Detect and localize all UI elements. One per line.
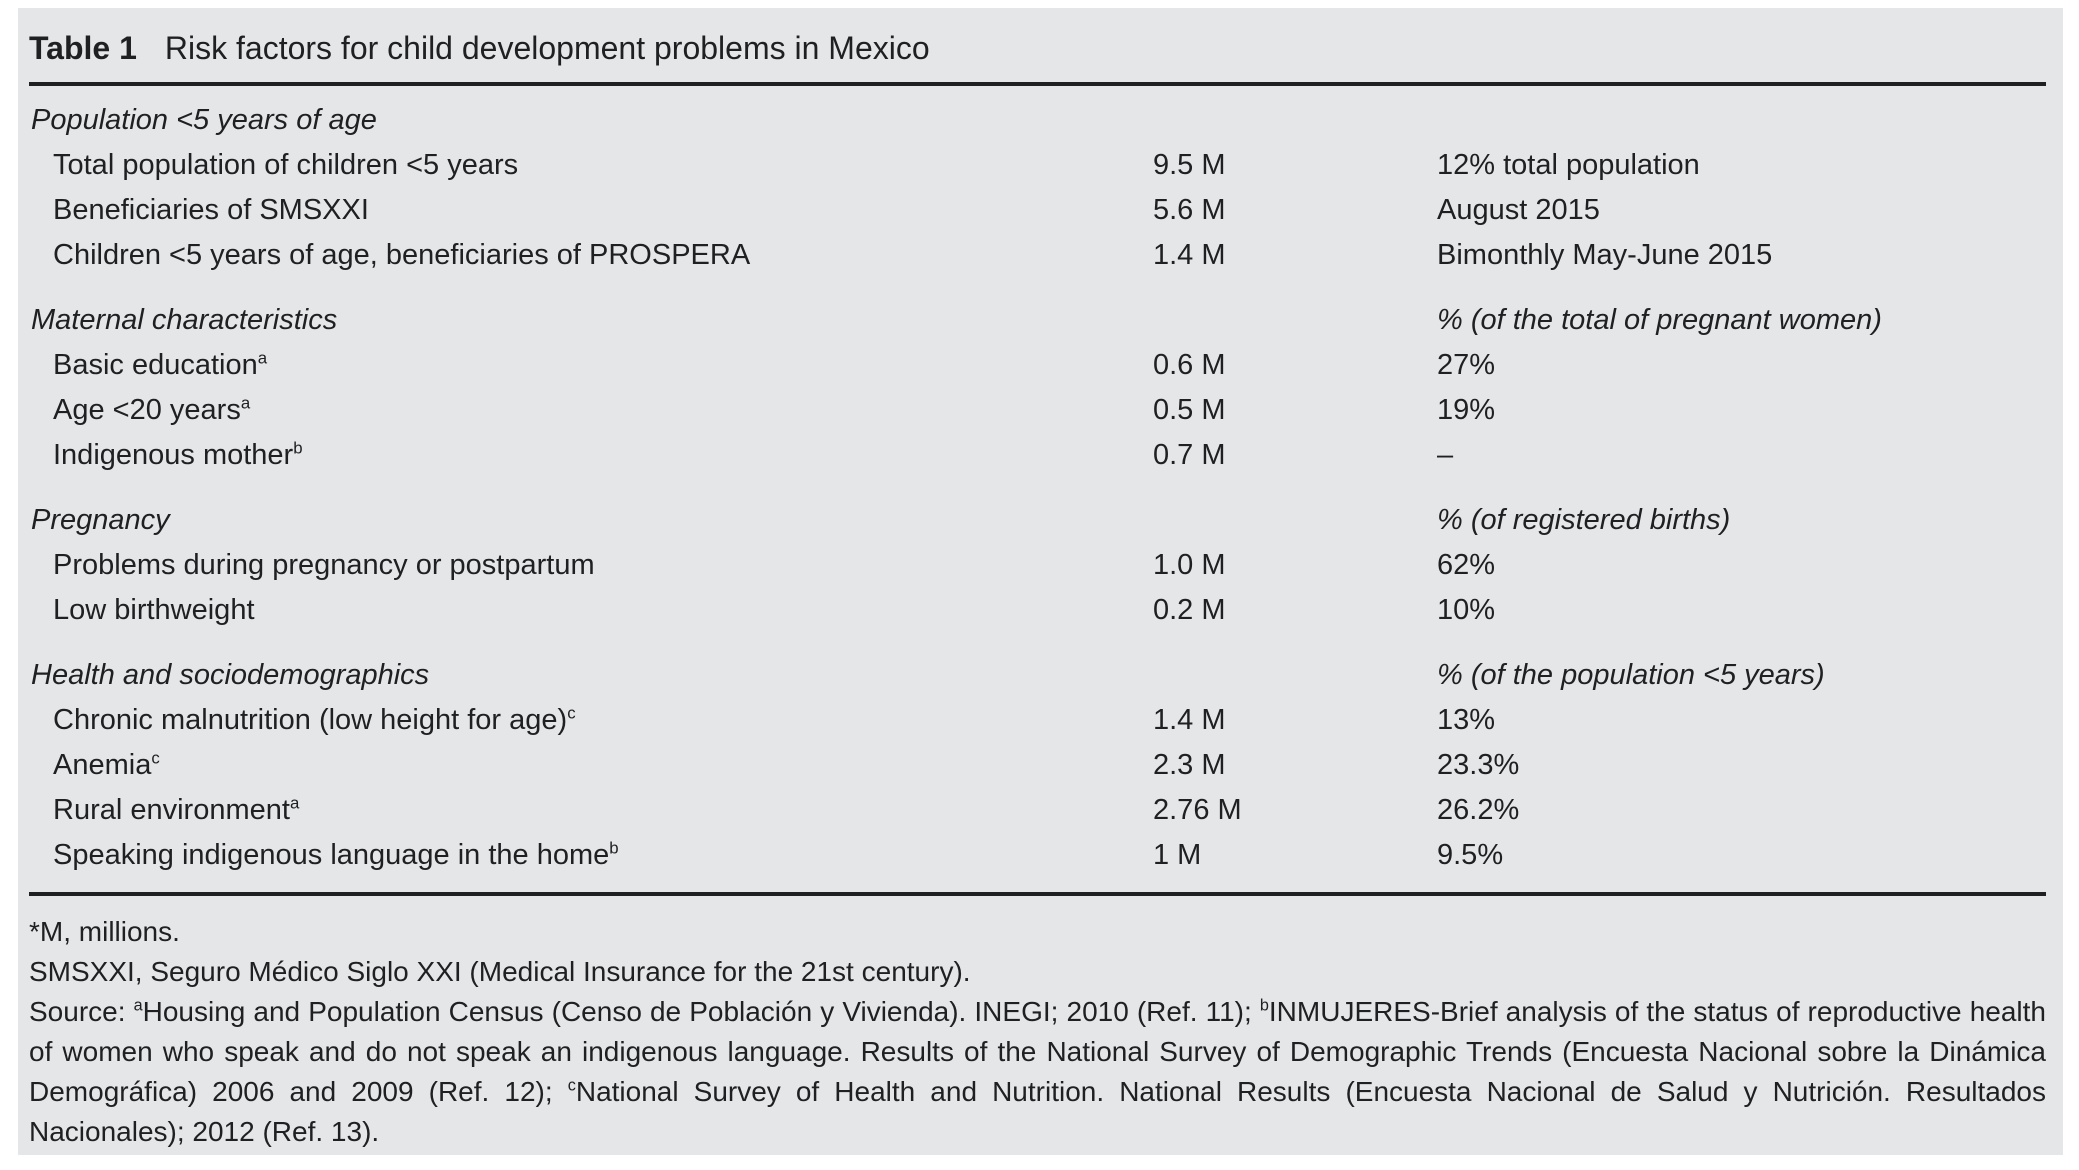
table-row: Total population of children <5 years 9.5… [29, 143, 2046, 188]
table-title: Risk factors for child development probl… [164, 30, 930, 66]
footnote-marker: c [567, 1076, 576, 1095]
row-detail: 27% [1437, 349, 1496, 381]
section-header-note: % (of the population <5 years) [1437, 659, 1825, 691]
section-header-row: Health and sociodemographics % (of the po… [29, 653, 2046, 698]
section-header-row: Maternal characteristics % (of the total … [29, 298, 2046, 343]
table-row: Children <5 years of age, beneficiaries … [29, 233, 2046, 278]
row-label: Speaking indigenous language in the home… [53, 838, 619, 871]
table-row: Rural environmenta 2.76 M 26.2% [29, 788, 2046, 833]
section-header-row: Pregnancy % (of registered births) [29, 498, 2046, 543]
row-detail: 62% [1437, 549, 1496, 581]
table-body: Population <5 years of age Total populati… [29, 98, 2046, 878]
footnotes: *M, millions. SMSXXI, Seguro Médico Sigl… [29, 912, 2046, 1152]
bottom-rule [29, 892, 2046, 896]
row-label: Basic educationa [53, 348, 268, 381]
table-row: Basic educationa 0.6 M 27% [29, 343, 2046, 388]
table-row: Chronic malnutrition (low height for age… [29, 698, 2046, 743]
row-label: Problems during pregnancy or postpartum [53, 549, 595, 581]
row-label: Rural environmenta [53, 793, 300, 826]
footnote-marker: b [293, 438, 303, 458]
row-detail: 12% total population [1437, 149, 1700, 181]
row-value: 2.3 M [1153, 749, 1226, 781]
row-value: 5.6 M [1153, 194, 1226, 226]
row-label: Low birthweight [53, 594, 255, 626]
row-value: 2.76 M [1153, 794, 1242, 826]
footnote-source: Source: aHousing and Population Census (… [29, 996, 2046, 1147]
footnote-marker: a [240, 393, 251, 413]
table-row: Indigenous motherb 0.7 M – [29, 433, 2046, 478]
row-detail: August 2015 [1437, 194, 1600, 226]
section-header-label: Maternal characteristics [31, 304, 338, 336]
row-value: 9.5 M [1153, 149, 1226, 181]
footnote-marker: c [567, 703, 576, 723]
section-header-note: % (of the total of pregnant women) [1437, 304, 1882, 336]
row-detail: – [1437, 439, 1454, 471]
row-detail: 19% [1437, 394, 1496, 426]
table-row: Age <20 yearsa 0.5 M 19% [29, 388, 2046, 433]
row-value: 0.6 M [1153, 349, 1226, 381]
footnote-marker: c [151, 748, 160, 768]
row-detail: 10% [1437, 594, 1496, 626]
row-detail: 13% [1437, 704, 1496, 736]
row-label: Anemiac [53, 748, 160, 781]
footnote-smsxxi: SMSXXI, Seguro Médico Siglo XXI (Medical… [29, 956, 971, 987]
footnote-marker: b [1259, 996, 1269, 1015]
row-label: Children <5 years of age, beneficiaries … [53, 239, 751, 271]
footnote-marker: a [133, 996, 143, 1015]
footnote-marker: a [257, 348, 268, 368]
row-value: 1.4 M [1153, 239, 1226, 271]
row-detail: 23.3% [1437, 749, 1520, 781]
row-label: Indigenous motherb [53, 438, 303, 471]
row-value: 1.0 M [1153, 549, 1226, 581]
table-caption: Table 1 Risk factors for child developmen… [29, 8, 2046, 68]
section-header-label: Health and sociodemographics [31, 659, 430, 691]
section-header-label: Pregnancy [31, 504, 170, 536]
table-row: Speaking indigenous language in the home… [29, 833, 2046, 878]
row-detail: 9.5% [1437, 839, 1504, 871]
table-number: Table 1 [29, 30, 137, 66]
row-label: Chronic malnutrition (low height for age… [53, 703, 576, 736]
footnote-millions: *M, millions. [29, 916, 180, 947]
table-panel: Table 1 Risk factors for child developmen… [18, 8, 2063, 1155]
top-rule [29, 82, 2046, 86]
row-label: Total population of children <5 years [53, 149, 519, 181]
row-detail: Bimonthly May-June 2015 [1437, 239, 1773, 271]
table-row: Anemiac 2.3 M 23.3% [29, 743, 2046, 788]
footnote-marker: a [289, 793, 300, 813]
row-value: 1.4 M [1153, 704, 1226, 736]
row-detail: 26.2% [1437, 794, 1520, 826]
table-row: Problems during pregnancy or postpartum 1… [29, 543, 2046, 588]
table-row: Beneficiaries of SMSXXI 5.6 M August 2015 [29, 188, 2046, 233]
row-value: 0.7 M [1153, 439, 1226, 471]
row-value: 0.2 M [1153, 594, 1226, 626]
row-value: 1 M [1153, 839, 1202, 871]
section-header-label: Population <5 years of age [31, 104, 377, 136]
footnote-marker: b [609, 838, 619, 858]
table-row: Low birthweight 0.2 M 10% [29, 588, 2046, 633]
section-header-row: Population <5 years of age [29, 98, 2046, 143]
row-label: Beneficiaries of SMSXXI [53, 194, 369, 226]
row-value: 0.5 M [1153, 394, 1226, 426]
section-header-note: % (of registered births) [1437, 504, 1731, 536]
row-label: Age <20 yearsa [53, 393, 251, 426]
